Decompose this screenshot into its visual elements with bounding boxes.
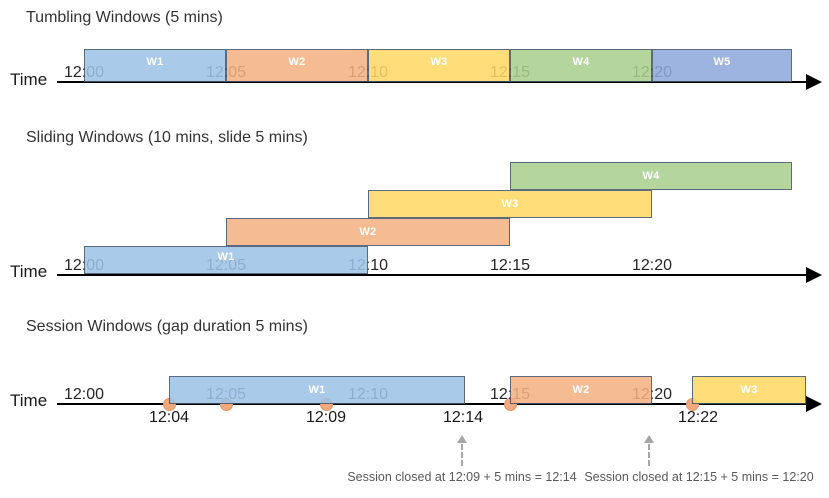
tumbling-window-bar-w4	[510, 49, 652, 82]
dashed-line	[461, 444, 463, 466]
sliding-window-label-w1: W1	[217, 251, 235, 263]
event-time-label-1209: 12:09	[305, 409, 347, 426]
session-timeline-arrowhead-icon	[806, 396, 822, 412]
tumbling-window-label-w5: W5	[713, 56, 731, 68]
up-arrowhead-icon	[644, 435, 654, 443]
session-section-title: Session Windows (gap duration 5 mins)	[26, 318, 308, 335]
tumbling-window-bar-w2	[226, 49, 368, 82]
session-close-annotation-2: Session closed at 12:15 + 5 mins = 12:20	[584, 470, 814, 484]
session-window-bar-w2	[510, 376, 652, 404]
tumbling-timeline-arrowhead-icon	[806, 74, 822, 90]
sliding-window-bar-w3	[368, 190, 652, 218]
event-time-label-1222: 12:22	[677, 409, 719, 426]
sliding-time-axis-label: Time	[10, 262, 48, 281]
tumbling-window-label-w4: W4	[572, 56, 590, 68]
session-time-axis-label: Time	[10, 391, 48, 410]
sliding-window-bar-w2	[226, 218, 510, 246]
sliding-section-title: Sliding Windows (10 mins, slide 5 mins)	[26, 129, 308, 146]
tumbling-section-title: Tumbling Windows (5 mins)	[26, 9, 223, 26]
dashed-line	[648, 444, 650, 466]
tumbling-window-label-w3: W3	[430, 56, 448, 68]
sliding-tick-1215: 12:15	[489, 257, 531, 274]
session-window-label-w2: W2	[572, 384, 590, 396]
tumbling-window-bar-w5	[652, 49, 792, 82]
session-window-bar-w3	[692, 376, 806, 404]
session-close-arrow-1214	[456, 435, 468, 466]
session-window-label-w3: W3	[740, 384, 758, 396]
sliding-window-label-w3: W3	[501, 198, 519, 210]
session-timeline	[57, 403, 808, 405]
tumbling-timeline	[57, 81, 808, 83]
sliding-timeline	[57, 274, 808, 276]
tumbling-window-label-w1: W1	[146, 56, 164, 68]
tumbling-time-axis-label: Time	[10, 70, 48, 89]
sliding-tick-1220: 12:20	[631, 257, 673, 274]
session-window-label-w1: W1	[308, 384, 326, 396]
session-close-annotation-1: Session closed at 12:09 + 5 mins = 12:14	[347, 470, 577, 484]
session-tick-1200: 12:00	[63, 386, 105, 403]
tumbling-window-label-w2: W2	[288, 56, 306, 68]
tumbling-window-bar-w3	[368, 49, 510, 82]
sliding-timeline-arrowhead-icon	[806, 267, 822, 283]
event-time-label-1204: 12:04	[148, 409, 190, 426]
event-time-label-1214: 12:14	[442, 409, 484, 426]
tumbling-window-bar-w1	[84, 49, 226, 82]
sliding-window-label-w4: W4	[642, 170, 660, 182]
sliding-window-label-w2: W2	[359, 226, 377, 238]
sliding-window-bar-w4	[510, 162, 792, 190]
up-arrowhead-icon	[457, 435, 467, 443]
session-window-bar-w1	[169, 376, 465, 404]
session-close-arrow-1220	[643, 435, 655, 466]
sliding-window-bar-w1	[84, 246, 368, 274]
